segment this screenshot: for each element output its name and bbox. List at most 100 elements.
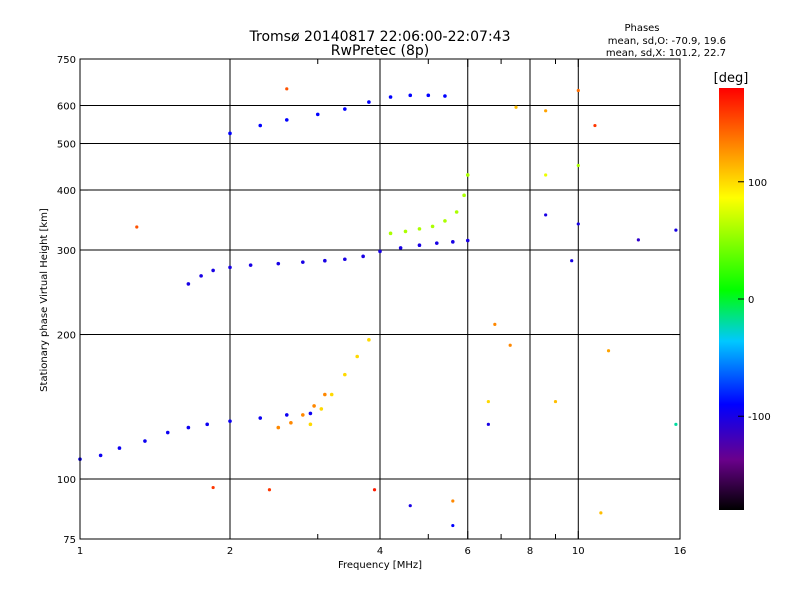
phase-box-line-o: mean, sd,O: -70.9, 19.6 bbox=[608, 36, 726, 47]
plot-area: 1 2 4 6 8 10 16 75 100 200 300 400 500 600 750 bbox=[57, 55, 686, 557]
echo-point-16 bbox=[553, 399, 558, 404]
trace-3-point-7 bbox=[408, 93, 413, 98]
trace-0-point-8 bbox=[258, 416, 263, 420]
y-tick-label-7: 750 bbox=[57, 55, 76, 66]
colorbar: [deg] -100 0 100 bbox=[714, 71, 771, 510]
trace-0-point-6 bbox=[205, 422, 209, 427]
echo-point-23 bbox=[606, 349, 611, 353]
echo-point-19 bbox=[576, 163, 580, 168]
trace-1-point-6 bbox=[301, 260, 305, 264]
trace-1-point-14 bbox=[451, 240, 455, 244]
y-tick-label-0: 75 bbox=[63, 535, 76, 546]
trace-1-point-9 bbox=[361, 254, 365, 259]
echo-point-15 bbox=[544, 213, 548, 217]
echo-point-1 bbox=[211, 485, 215, 490]
trace-3-point-4 bbox=[343, 107, 347, 111]
trace-2-point-0 bbox=[388, 231, 393, 236]
echo-point-20 bbox=[576, 222, 580, 226]
echo-point-6 bbox=[451, 499, 455, 503]
trace-2-point-2 bbox=[417, 227, 422, 231]
colorbar-tick-label-1: 0 bbox=[748, 295, 754, 306]
x-tick-label-5: 10 bbox=[572, 546, 585, 557]
echo-point-3 bbox=[285, 87, 289, 91]
grid-lines bbox=[80, 59, 680, 539]
echo-point-4 bbox=[372, 488, 377, 492]
trace-1-point-13 bbox=[434, 241, 439, 245]
trace-0-point-9 bbox=[284, 413, 289, 417]
trace-2-point-7 bbox=[465, 173, 470, 177]
phase-box-title: Phases bbox=[624, 23, 659, 34]
x-tick-label-3: 6 bbox=[465, 546, 471, 557]
trace-0-point-4 bbox=[165, 430, 170, 435]
x-tick-label-1: 2 bbox=[227, 546, 233, 557]
trace-5-point-2 bbox=[329, 392, 334, 397]
trace-3-point-1 bbox=[258, 123, 263, 128]
y-tick-label-3: 300 bbox=[57, 246, 76, 257]
trace-1-point-10 bbox=[378, 249, 382, 254]
trace-1-point-7 bbox=[323, 258, 327, 263]
x-tick-label-4: 8 bbox=[527, 546, 533, 557]
echo-point-13 bbox=[544, 109, 548, 113]
y-tick-label-6: 600 bbox=[57, 102, 76, 113]
echo-point-17 bbox=[570, 259, 574, 263]
trace-5-point-3 bbox=[343, 372, 347, 377]
echo-point-2 bbox=[267, 488, 272, 492]
x-tick-label-0: 1 bbox=[77, 546, 83, 557]
trace-1-point-2 bbox=[211, 268, 215, 273]
echo-point-11 bbox=[508, 343, 512, 347]
colorbar-tick-label-0: -100 bbox=[748, 412, 771, 423]
trace-5-point-0 bbox=[308, 422, 313, 427]
echo-point-5 bbox=[408, 504, 412, 508]
data-marks bbox=[78, 87, 678, 528]
echo-point-22 bbox=[599, 511, 603, 515]
colorbar-tick-label-2: 100 bbox=[748, 178, 767, 189]
trace-3-point-9 bbox=[443, 94, 447, 98]
trace-5-point-1 bbox=[319, 407, 324, 411]
trace-1-point-15 bbox=[465, 238, 470, 243]
trace-0-point-3 bbox=[143, 439, 147, 443]
trace-3-point-2 bbox=[284, 118, 289, 122]
trace-4-point-0 bbox=[276, 425, 281, 430]
x-tick-label-2: 4 bbox=[377, 546, 383, 557]
x-tick-label-6: 16 bbox=[674, 546, 687, 557]
echo-point-10 bbox=[493, 322, 497, 326]
echo-point-25 bbox=[674, 228, 678, 232]
trace-4-point-1 bbox=[289, 420, 293, 425]
trace-2-point-1 bbox=[403, 229, 408, 234]
echo-point-24 bbox=[636, 238, 640, 242]
trace-0-point-10 bbox=[308, 411, 313, 416]
colorbar-ticks: -100 0 100 bbox=[738, 178, 771, 423]
y-tick-label-2: 200 bbox=[57, 331, 76, 342]
trace-3-point-6 bbox=[388, 95, 393, 99]
trace-3-point-5 bbox=[367, 100, 371, 104]
trace-4-point-4 bbox=[323, 392, 327, 397]
trace-5-point-5 bbox=[367, 338, 371, 342]
trace-1-point-8 bbox=[343, 257, 347, 262]
trace-2-point-5 bbox=[454, 210, 459, 214]
y-axis-label: Stationary phase Virtual Height [km] bbox=[39, 208, 50, 392]
chart-title: Tromsø 20140817 22:06:00-22:07:43 bbox=[249, 29, 511, 45]
trace-1-point-12 bbox=[417, 243, 422, 248]
echo-point-0 bbox=[135, 225, 139, 229]
trace-4-point-2 bbox=[301, 413, 305, 417]
trace-5-point-4 bbox=[355, 354, 359, 359]
y-tick-label-4: 400 bbox=[57, 186, 76, 197]
trace-2-point-3 bbox=[430, 224, 435, 229]
echo-point-12 bbox=[514, 105, 518, 109]
echo-point-9 bbox=[486, 399, 490, 404]
phase-box-line-x: mean, sd,X: 101.2, 22.7 bbox=[606, 48, 726, 59]
trace-3-point-8 bbox=[426, 93, 431, 98]
trace-1-point-1 bbox=[199, 274, 203, 278]
colorbar-label: [deg] bbox=[714, 71, 749, 86]
trace-2-point-4 bbox=[443, 219, 447, 223]
trace-1-point-3 bbox=[228, 265, 232, 270]
trace-1-point-11 bbox=[398, 246, 403, 250]
trace-0-point-2 bbox=[117, 446, 122, 450]
trace-0-point-7 bbox=[228, 419, 232, 423]
trace-0-point-1 bbox=[98, 453, 103, 458]
axis-ticks: 1 2 4 6 8 10 16 75 100 200 300 400 500 600 750 bbox=[57, 55, 686, 557]
trace-2-point-6 bbox=[462, 193, 466, 198]
trace-0-point-5 bbox=[186, 425, 191, 430]
echo-point-18 bbox=[576, 88, 580, 93]
